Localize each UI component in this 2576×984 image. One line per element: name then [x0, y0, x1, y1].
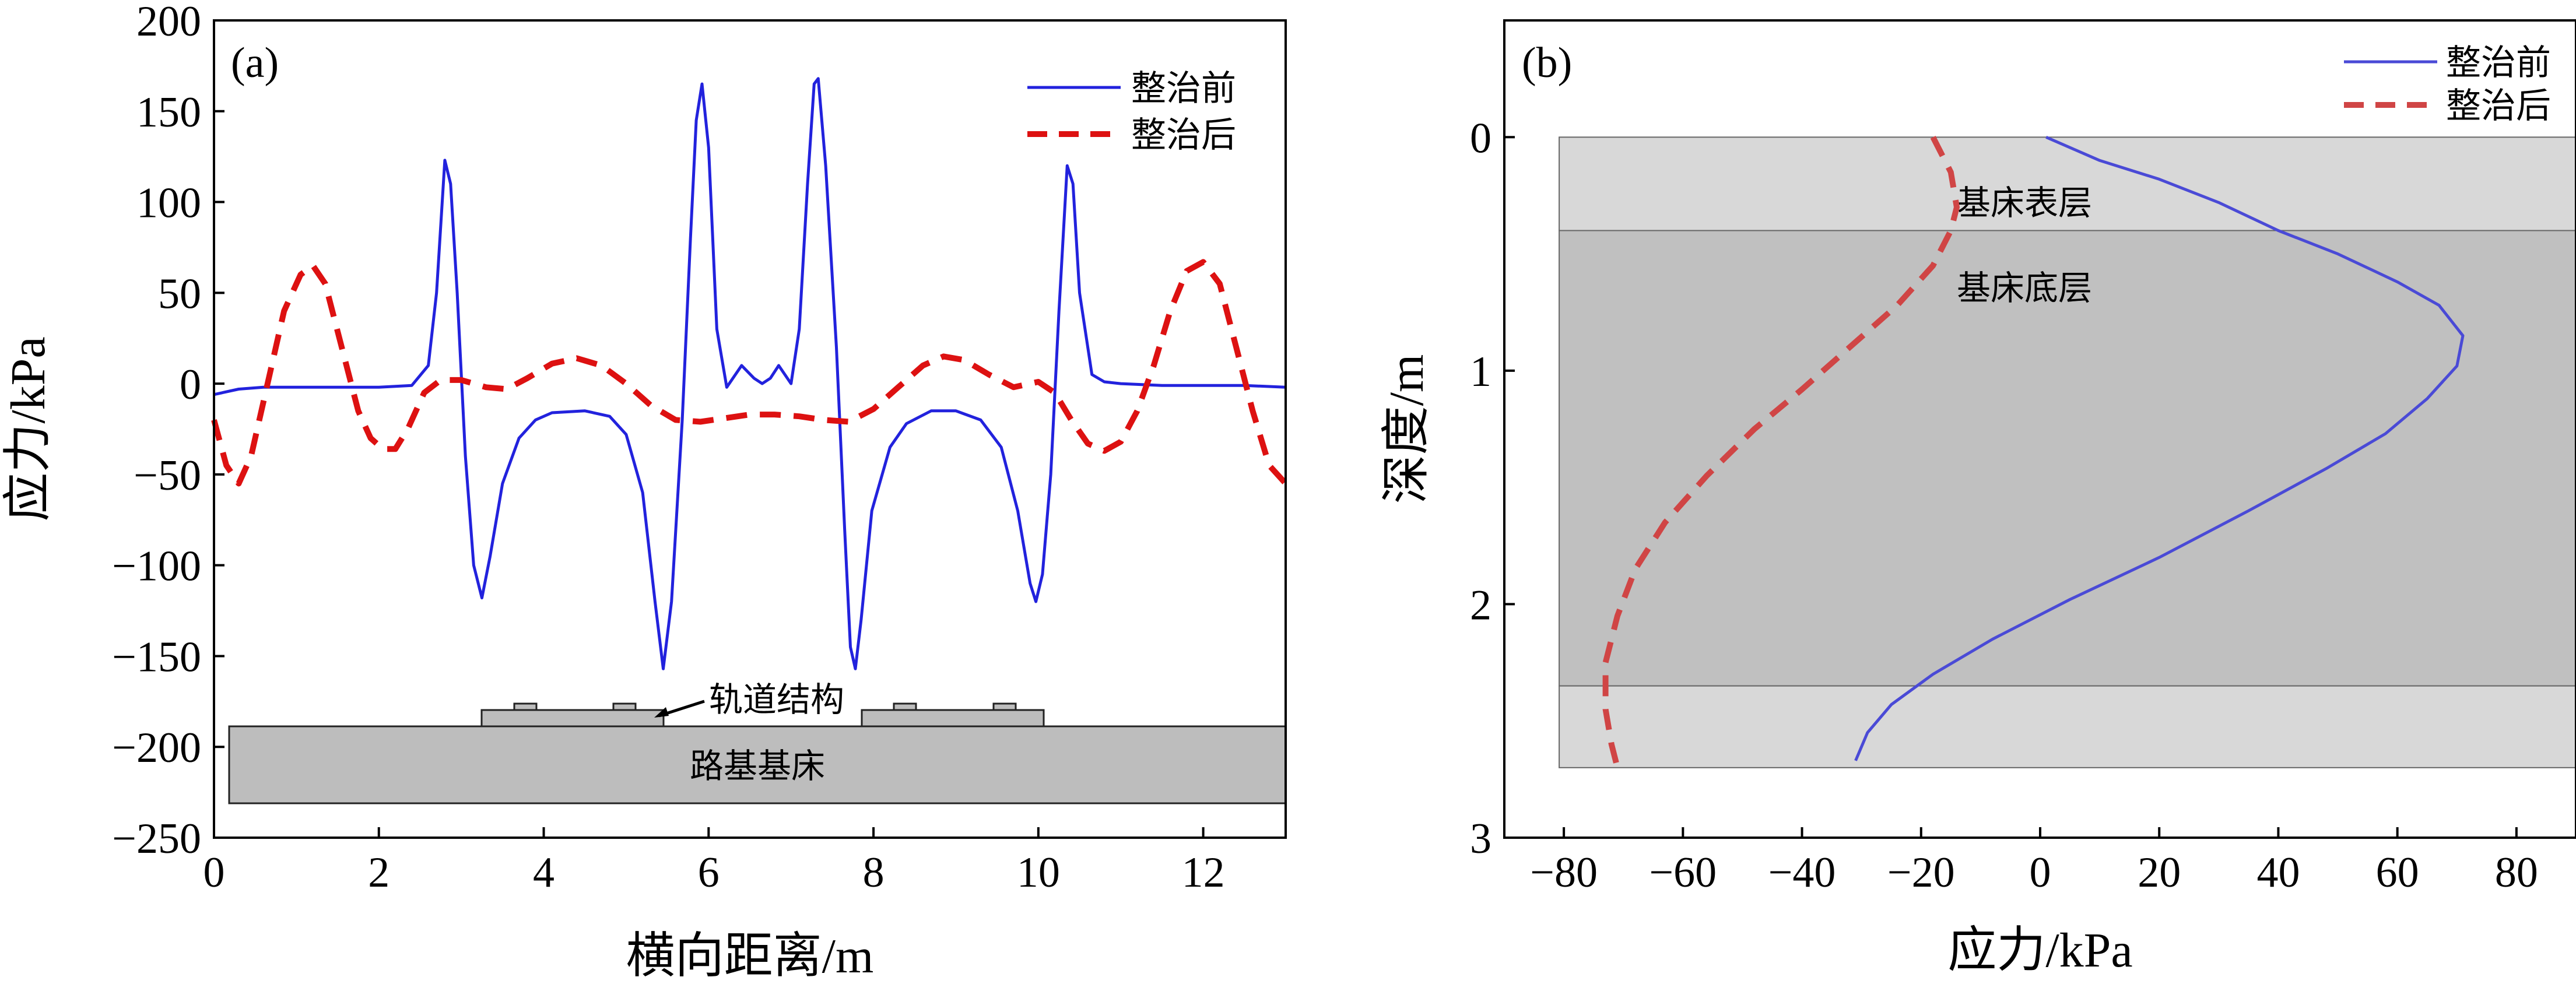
rail-3: [893, 702, 917, 711]
x-tick-label: −20: [1887, 849, 1955, 897]
panel-a-frame: [213, 19, 1287, 839]
layer-surface-label: 基床表层: [1957, 184, 2092, 222]
y-tick-label: 150: [136, 89, 201, 136]
x-tick-label: 80: [2495, 849, 2538, 897]
y-tick-label: −250: [112, 815, 201, 863]
panel-b-label: (b): [1522, 39, 1572, 87]
series-a-before: [213, 77, 1286, 670]
legend-b-before-label: 整治前: [2446, 44, 2551, 82]
x-tick-label: 6: [698, 849, 720, 897]
panel-a-y-axis-label: 应力/kPa: [1, 336, 55, 521]
x-tick-label: 2: [368, 849, 389, 897]
y-tick-label: 100: [136, 180, 201, 227]
panel-a-structure-diagram: 轨道结构 路基基床: [228, 681, 1287, 804]
y-tick-label: −150: [112, 633, 201, 681]
x-tick-label: −60: [1649, 849, 1717, 897]
y-tick-label: −100: [112, 543, 201, 591]
soil-layer-0: [1559, 136, 2576, 231]
legend-b-after-label: 整治后: [2446, 87, 2551, 125]
panel-b-x-axis-label: 应力/kPa: [1947, 923, 2132, 978]
x-tick-label: 0: [2030, 849, 2051, 897]
panel-b-soil-layers: [1559, 136, 2576, 768]
y-tick-label: 50: [158, 270, 201, 318]
y-tick-label: −50: [134, 452, 201, 500]
panel-b-legend: 整治前 整治后: [2344, 44, 2551, 125]
panel-a-x-axis-label: 横向距离/m: [626, 929, 874, 983]
x-tick-label: 20: [2138, 849, 2181, 897]
track-slab-left: [480, 709, 665, 728]
y-tick-label: 2: [1470, 581, 1491, 629]
rail-4: [992, 702, 1017, 711]
track-arrow-head: [654, 707, 669, 718]
panel-b-y-axis-label: 深度/m: [1380, 354, 1434, 504]
y-tick-label: −200: [112, 724, 201, 772]
layer-bottom-label: 基床底层: [1957, 269, 2092, 307]
rail-1: [513, 702, 538, 711]
x-tick-label: −80: [1530, 849, 1598, 897]
x-tick-label: 10: [1017, 849, 1060, 897]
track-structure-label: 轨道结构: [709, 681, 844, 719]
x-tick-label: 8: [863, 849, 885, 897]
panel-a-plot-area: [211, 77, 1288, 670]
x-tick-label: 0: [203, 849, 225, 897]
x-tick-label: 12: [1182, 849, 1225, 897]
x-tick-label: −40: [1768, 849, 1836, 897]
y-tick-label: 0: [180, 361, 201, 409]
panel-b-plot-area: [1602, 136, 2465, 769]
panel-a-label: (a): [231, 39, 279, 87]
roadbed-block: [228, 725, 1287, 804]
y-tick-label: 3: [1470, 815, 1491, 863]
x-tick-label: 60: [2376, 849, 2419, 897]
panel-a-axes: 0 2 4 6 8 10 12 −250 −200 −150 −100 −50 0 50 100 150 200: [112, 0, 1224, 897]
series-b-before: [1854, 136, 2465, 761]
panel-a-legend: 整治前 整治后: [1027, 69, 1236, 154]
series-a-after: [211, 259, 1288, 487]
track-slab-right: [861, 709, 1045, 728]
panel-b-axes: −80 −60 −40 −20 0 20 40 60 80 0 1 2 3: [1470, 114, 2538, 897]
legend-a-before-label: 整治前: [1131, 69, 1236, 108]
y-tick-label: 200: [136, 0, 201, 45]
roadbed-label: 路基基床: [690, 747, 825, 785]
panel-a: 轨道结构 路基基床 0 2 4 6 8 10 12 −250 −200 −150 −100 −50 0 5…: [1, 0, 1288, 983]
y-tick-label: 0: [1470, 114, 1491, 162]
x-tick-label: 4: [533, 849, 554, 897]
legend-a-after-label: 整治后: [1131, 116, 1236, 154]
x-tick-label: 40: [2256, 849, 2300, 897]
rail-2: [612, 702, 637, 711]
soil-layer-2: [1559, 685, 2576, 768]
series-b-after: [1602, 136, 1960, 769]
y-tick-label: 1: [1470, 348, 1491, 396]
